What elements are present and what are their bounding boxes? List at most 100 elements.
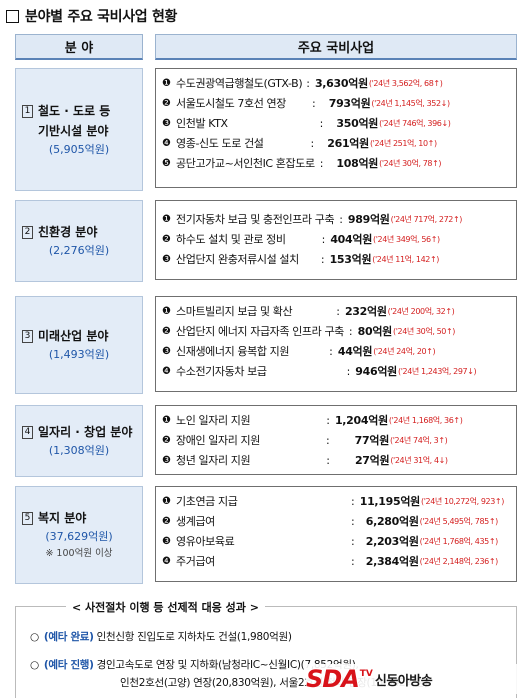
program-list-eco: ❶ 전기자동차 보급 및 충전인프라 구축:989억원 ('24년 717억, 27… (155, 200, 517, 280)
item-amount: 6,280억원 (365, 515, 419, 528)
item-number: ❷ (162, 434, 171, 446)
category-amount: (1,493억원) (48, 348, 110, 361)
item-compare: ('24년 24억, 20↑) (373, 346, 436, 356)
item-amount: 27억원 (354, 454, 390, 467)
list-item: ❹ 수소전기자동차 보급:946억원 ('24년 1,243억, 297↓) (162, 364, 477, 379)
item-name: 영유아보육료 (176, 535, 235, 548)
list-item: ❸ 신재생에너지 융복합 지원:44억원 ('24년 24억, 20↑) (162, 344, 436, 359)
status-tag: (예타 진행) (43, 659, 94, 671)
item-amount: 793억원 (328, 97, 371, 110)
item-compare: ('24년 1,243억, 297↓) (398, 366, 477, 376)
page-title-text: 분야별 주요 국비사업 현황 (25, 9, 178, 25)
item-name: 수도권광역급행철도(GTX-B) (176, 77, 303, 90)
item-amount: 3,630억원 (314, 77, 368, 90)
item-compare: ('24년 717억, 272↑) (390, 214, 463, 224)
item-number: ❷ (162, 97, 171, 109)
item-compare: ('24년 30억, 78↑) (379, 158, 442, 168)
list-item: ❹ 주거급여:2,384억원 ('24년 2,148억, 236↑) (162, 554, 498, 569)
item-name: 영종-신도 도로 건설 (176, 137, 264, 150)
item-compare: ('24년 1,768억, 435↑) (419, 536, 499, 546)
item-name: 주거급여 (176, 555, 215, 568)
item-name: 스마트빌리지 보급 및 확산 (176, 305, 293, 318)
item-amount: 44억원 (337, 345, 373, 358)
item-amount: 2,384억원 (365, 555, 419, 568)
category-amount: (1,308억원) (48, 444, 110, 457)
item-amount: 989억원 (347, 213, 390, 226)
item-amount: 232억원 (344, 305, 387, 318)
list-item: ❸ 청년 일자리 지원:27억원 ('24년 31억, 4↓) (162, 453, 448, 468)
list-item: ❷ 하수도 설치 및 관로 정비:404억원 ('24년 349억, 56↑) (162, 232, 440, 247)
item-number: ❹ (162, 365, 171, 377)
item-name: 수소전기자동차 보급 (176, 365, 267, 378)
list-item: ❸ 산업단지 완충저류시설 설치:153억원 ('24년 11억, 142↑) (162, 252, 439, 267)
category-future-industry: 3 미래산업 분야 (1,493억원) (15, 296, 143, 394)
item-number: ❸ (162, 117, 171, 129)
item-name: 인천발 KTX (176, 117, 228, 130)
item-compare: ('24년 1,145억, 352↓) (371, 98, 450, 108)
item-amount: 2,203억원 (365, 535, 419, 548)
program-list-jobs: ❶ 노인 일자리 지원:1,204억원 ('24년 1,168억, 36↑) ❷ 장애… (155, 405, 517, 475)
header-programs: 주요 국비사업 (155, 34, 517, 60)
item-number: ❶ (162, 495, 171, 507)
category-infrastructure: 1 철도 · 도로 등 기반시설 분야 (5,905억원) (15, 68, 143, 191)
list-item: ❶ 노인 일자리 지원:1,204억원 ('24년 1,168억, 36↑) (162, 413, 463, 428)
item-number: ❸ (162, 535, 171, 547)
item-number: ❸ (162, 454, 171, 466)
item-compare: ('24년 3,562억, 68↑) (368, 78, 443, 88)
item-amount: 946억원 (355, 365, 397, 378)
list-item: ❸ 영유아보육료:2,203억원 ('24년 1,768억, 435↑) (162, 534, 499, 549)
list-item: ○ (예타 진행) 경인고속도로 연장 및 지하화(남청라IC~신월IC)(7,85… (30, 657, 359, 672)
item-amount: 261억원 (327, 137, 369, 150)
item-amount: 1,204억원 (334, 414, 388, 427)
item-number: ❶ (162, 305, 171, 317)
item-compare: ('24년 30억, 50↑) (392, 326, 456, 336)
category-eco: 2 친환경 분야 (2,276억원) (15, 200, 143, 282)
item-amount: 77억원 (354, 434, 390, 447)
item-name: 하수도 설치 및 관로 정비 (176, 233, 286, 246)
category-welfare: 5 복지 분야 (37,629억원) ※ 100억원 이상 (15, 486, 143, 584)
item-name: 생계급여 (176, 515, 215, 528)
item-name: 전기자동차 보급 및 충전인프라 구축 (176, 213, 335, 226)
bottom-title: < 사전절차 이행 등 선제적 대응 성과 > (66, 599, 265, 615)
category-jobs: 4 일자리 · 창업 분야 (1,308억원) (15, 405, 143, 477)
category-number: 3 (22, 330, 33, 343)
program-list-infrastructure: ❶ 수도권광역급행철도(GTX-B):3,630억원 ('24년 3,562억, 6… (155, 68, 517, 188)
logo-mark: SDA (306, 665, 360, 693)
item-number: ❹ (162, 137, 171, 149)
item-compare: ('24년 349억, 56↑) (373, 234, 440, 244)
item-compare: ('24년 746억, 396↓) (379, 118, 451, 128)
list-item: ○ (예타 완료) 인천신항 진입도로 지하차도 건설(1,980억원) (30, 629, 292, 644)
status-tag: (예타 완료) (43, 631, 94, 643)
item-number: ❷ (162, 233, 171, 245)
list-item: ❶ 수도권광역급행철도(GTX-B):3,630억원 ('24년 3,562억, 6… (162, 76, 443, 91)
item-amount: 80억원 (357, 325, 393, 338)
logo-tv: TV (359, 669, 373, 679)
item-compare: ('24년 1,168억, 36↑) (388, 415, 463, 425)
category-note: ※ 100억원 이상 (45, 548, 113, 559)
list-item: ❷ 산업단지 에너지 자급자족 인프라 구축:80억원 ('24년 30억, 50↑… (162, 324, 456, 339)
item-compare: ('24년 200억, 32↑) (387, 306, 455, 316)
bullet-circle-icon: ○ (30, 631, 39, 643)
bullet-circle-icon: ○ (30, 659, 39, 671)
item-name: 노인 일자리 지원 (176, 414, 251, 427)
item-name: 청년 일자리 지원 (176, 454, 251, 467)
row-text: 경인고속도로 연장 및 지하화(남청라IC~신월IC)(7,852억원), (96, 659, 359, 671)
item-compare: ('24년 74억, 3↑) (390, 435, 448, 445)
header-category: 분 야 (15, 34, 143, 60)
category-name: 복지 분야 (38, 511, 87, 525)
item-name: 산업단지 에너지 자급자족 인프라 구축 (176, 325, 344, 338)
item-number: ❸ (162, 253, 171, 265)
category-number: 4 (22, 426, 33, 439)
category-amount: (5,905억원) (48, 142, 110, 156)
item-number: ❶ (162, 213, 171, 225)
list-item: ❶ 기초연금 지급:11,195억원 ('24년 10,272억, 923↑) (162, 494, 504, 509)
item-number: ❶ (162, 414, 171, 426)
item-name: 신재생에너지 융복합 지원 (176, 345, 290, 358)
item-number: ❹ (162, 555, 171, 567)
category-number: 5 (22, 512, 33, 525)
category-name: 미래산업 분야 (38, 329, 109, 343)
logo-name: 신동아방송 (374, 673, 433, 689)
list-item: ❹ 영종-신도 도로 건설:261억원 ('24년 251억, 10↑) (162, 136, 437, 151)
